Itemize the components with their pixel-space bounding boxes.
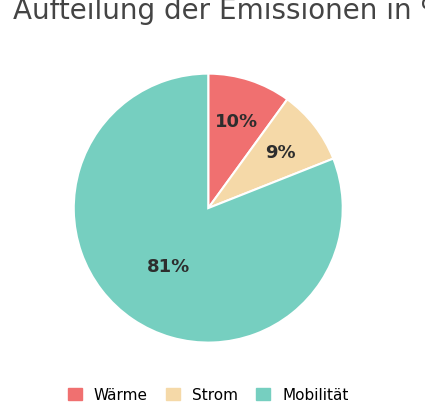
Wedge shape — [208, 100, 333, 209]
Legend: Wärme, Strom, Mobilität: Wärme, Strom, Mobilität — [68, 387, 349, 402]
Wedge shape — [208, 74, 287, 209]
Text: 81%: 81% — [147, 257, 190, 275]
Text: 10%: 10% — [215, 113, 258, 131]
Text: Aufteilung der Emissionen in %: Aufteilung der Emissionen in % — [13, 0, 425, 25]
Text: 9%: 9% — [265, 144, 296, 162]
Wedge shape — [74, 74, 343, 343]
